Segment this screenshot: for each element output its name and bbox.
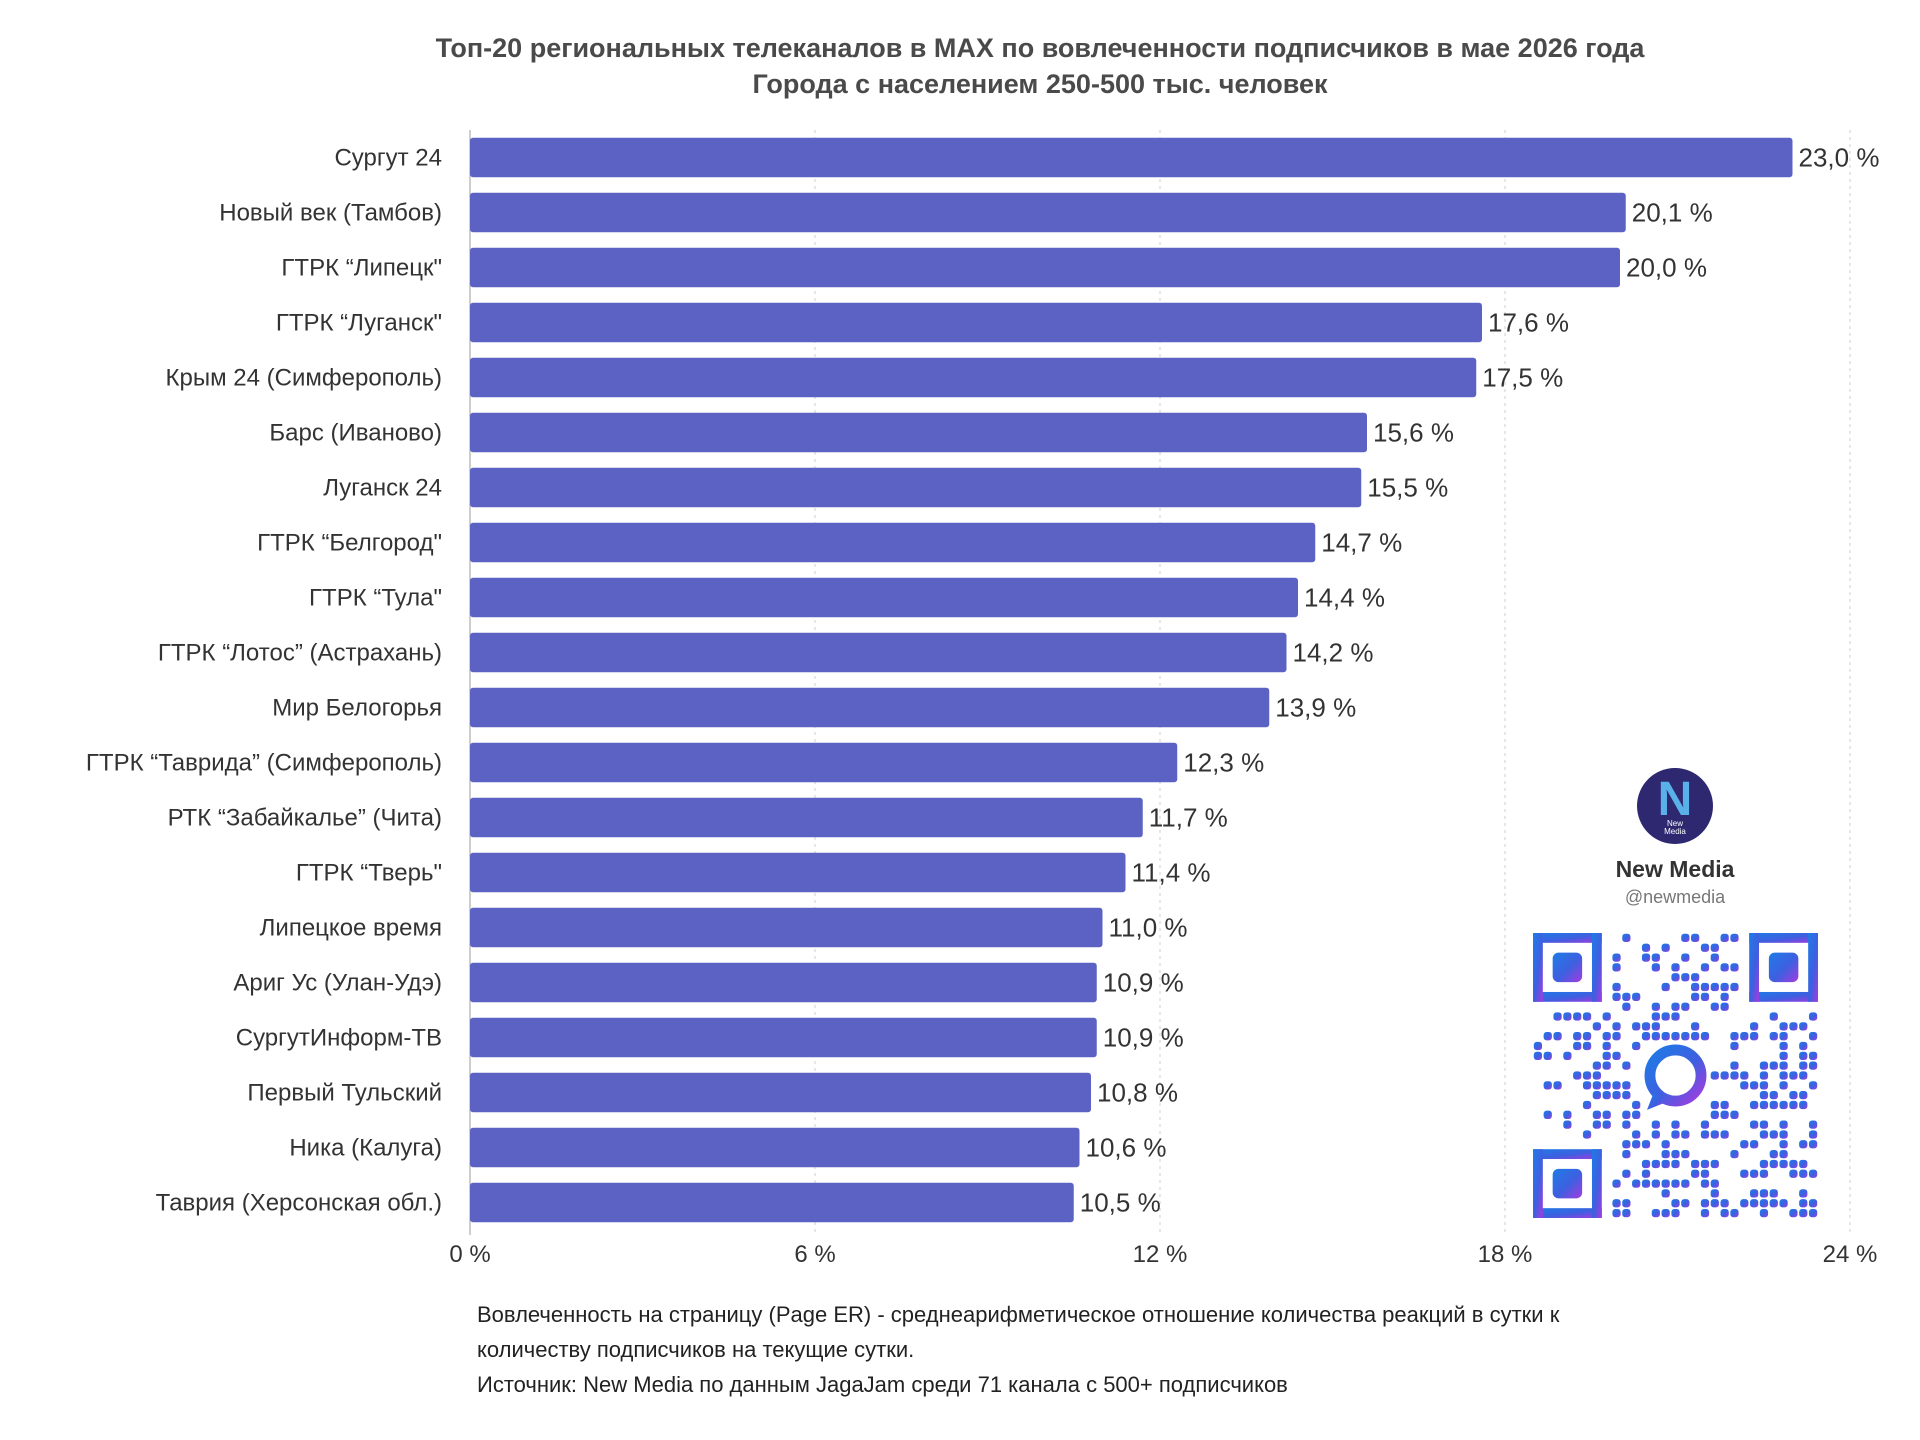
bar xyxy=(470,907,1103,948)
bar xyxy=(470,632,1287,673)
value-label: 20,1 % xyxy=(1632,198,1713,228)
category-label: ГТРК “Липецк" xyxy=(281,255,442,282)
category-label: Новый век (Тамбов) xyxy=(219,200,442,227)
value-label: 10,8 % xyxy=(1097,1078,1178,1108)
category-label: Крым 24 (Симферополь) xyxy=(166,365,442,392)
value-label: 10,6 % xyxy=(1086,1133,1167,1163)
bar xyxy=(470,522,1316,563)
bar xyxy=(470,357,1477,398)
value-label: 17,5 % xyxy=(1482,363,1563,393)
bar xyxy=(470,577,1298,618)
category-label: ГТРК “Тула" xyxy=(309,585,442,612)
category-label: Первый Тульский xyxy=(247,1080,442,1107)
value-label: 17,6 % xyxy=(1488,308,1569,338)
category-label: ГТРК “Тверь" xyxy=(296,860,442,887)
bar xyxy=(470,687,1270,728)
value-label: 10,5 % xyxy=(1080,1188,1161,1218)
footnote-line-3: Источник: New Media по данным JagaJam ср… xyxy=(477,1372,1288,1397)
bar xyxy=(470,1182,1074,1223)
bar xyxy=(470,137,1793,178)
category-label: Ариг Ус (Улан-Удэ) xyxy=(233,970,442,997)
brand-name: New Media xyxy=(1615,856,1735,882)
value-label: 23,0 % xyxy=(1799,143,1880,173)
bar xyxy=(470,192,1626,233)
value-label: 12,3 % xyxy=(1183,748,1264,778)
bar xyxy=(470,302,1482,343)
category-label: Липецкое время xyxy=(260,915,442,942)
footnote-line-2: количеству подписчиков на текущие сутки. xyxy=(477,1337,915,1362)
bar xyxy=(470,1072,1091,1113)
category-label: ГТРК “Таврида” (Симферополь) xyxy=(86,750,442,777)
category-label: Таврия (Херсонская обл.) xyxy=(156,1190,442,1217)
category-label: Луганск 24 xyxy=(323,475,442,502)
chart-subtitle: Города с населением 250-500 тыс. человек xyxy=(752,69,1328,99)
qr-code-icon[interactable] xyxy=(1533,933,1818,1218)
bar xyxy=(470,852,1126,893)
value-label: 15,5 % xyxy=(1367,473,1448,503)
category-label: ГТРК “Лотос” (Астрахань) xyxy=(158,640,442,667)
category-label: Барс (Иваново) xyxy=(269,420,442,447)
category-label: Ника (Калуга) xyxy=(289,1135,442,1162)
value-label: 20,0 % xyxy=(1626,253,1707,283)
chart-title-block: Топ-20 региональных телеканалов в MAX по… xyxy=(0,30,1920,102)
category-label: Сургут 24 xyxy=(334,145,442,172)
value-label: 11,4 % xyxy=(1132,858,1211,888)
bar xyxy=(470,797,1143,838)
value-label: 11,0 % xyxy=(1109,913,1188,943)
x-tick-label: 24 % xyxy=(1823,1241,1878,1268)
value-label: 14,4 % xyxy=(1304,583,1385,613)
footnote-line-1: Вовлеченность на страницу (Page ER) - ср… xyxy=(477,1302,1560,1327)
value-label: 11,7 % xyxy=(1149,803,1228,833)
value-label: 15,6 % xyxy=(1373,418,1454,448)
value-label: 10,9 % xyxy=(1103,968,1184,998)
bar xyxy=(470,1127,1080,1168)
bar xyxy=(470,247,1620,288)
bar xyxy=(470,467,1362,508)
x-tick-label: 12 % xyxy=(1133,1241,1188,1268)
brand-block: N New Media New Media @newmedia xyxy=(1535,768,1815,910)
new-media-logo-icon: N New Media xyxy=(1637,768,1713,844)
x-tick-label: 6 % xyxy=(794,1241,835,1268)
footnote: Вовлеченность на страницу (Page ER) - ср… xyxy=(477,1297,1777,1402)
bar xyxy=(470,412,1367,453)
category-label: ГТРК “Белгород" xyxy=(257,530,442,557)
value-label: 10,9 % xyxy=(1103,1023,1184,1053)
category-label: Мир Белогорья xyxy=(272,695,442,722)
value-label: 14,7 % xyxy=(1321,528,1402,558)
brand-handle: @newmedia xyxy=(1624,887,1726,907)
bar xyxy=(470,742,1178,783)
chart-title: Топ-20 региональных телеканалов в MAX по… xyxy=(435,33,1645,63)
value-label: 13,9 % xyxy=(1275,693,1356,723)
value-label: 14,2 % xyxy=(1293,638,1374,668)
bar xyxy=(470,962,1097,1003)
bar xyxy=(470,1017,1097,1058)
x-tick-label: 18 % xyxy=(1478,1241,1533,1268)
category-label: ГТРК “Луганск" xyxy=(276,310,442,337)
x-tick-label: 0 % xyxy=(449,1241,490,1268)
category-label: РТК “Забайкалье” (Чита) xyxy=(168,805,442,832)
category-label: СургутИнформ-ТВ xyxy=(236,1025,442,1052)
